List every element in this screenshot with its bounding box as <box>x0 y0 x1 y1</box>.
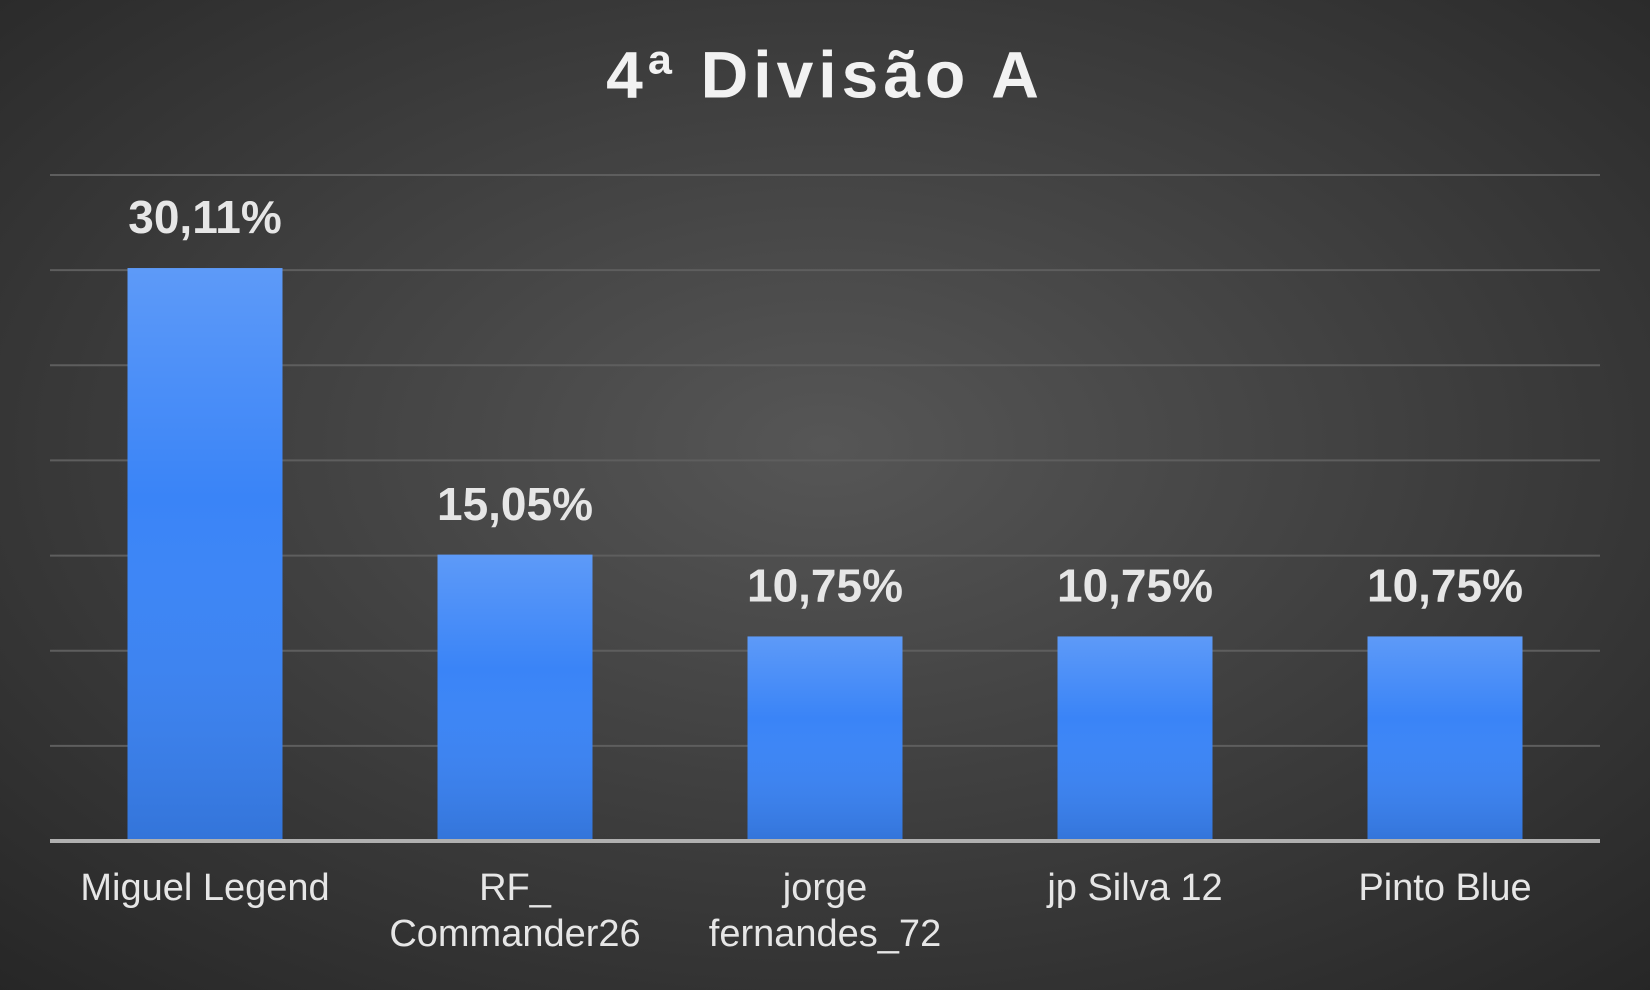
bar <box>127 268 283 842</box>
x-tick-label: RF_ Commander26 <box>389 867 640 955</box>
bar <box>1367 636 1523 841</box>
bar <box>437 554 593 841</box>
value-label: 10,75% <box>747 560 903 612</box>
x-tick-label: jp Silva 12 <box>1046 867 1222 909</box>
x-tick-label: Miguel Legend <box>80 867 329 909</box>
bar <box>747 636 903 841</box>
value-label: 30,11% <box>128 191 281 243</box>
x-tick-label: jorge fernandes_72 <box>709 867 941 955</box>
value-label: 15,05% <box>437 478 593 530</box>
bar <box>1057 636 1213 841</box>
value-label: 10,75% <box>1367 560 1523 612</box>
chart-title: 4ª Divisão A <box>606 37 1044 111</box>
x-tick-label: Pinto Blue <box>1358 867 1531 909</box>
value-label: 10,75% <box>1057 560 1213 612</box>
